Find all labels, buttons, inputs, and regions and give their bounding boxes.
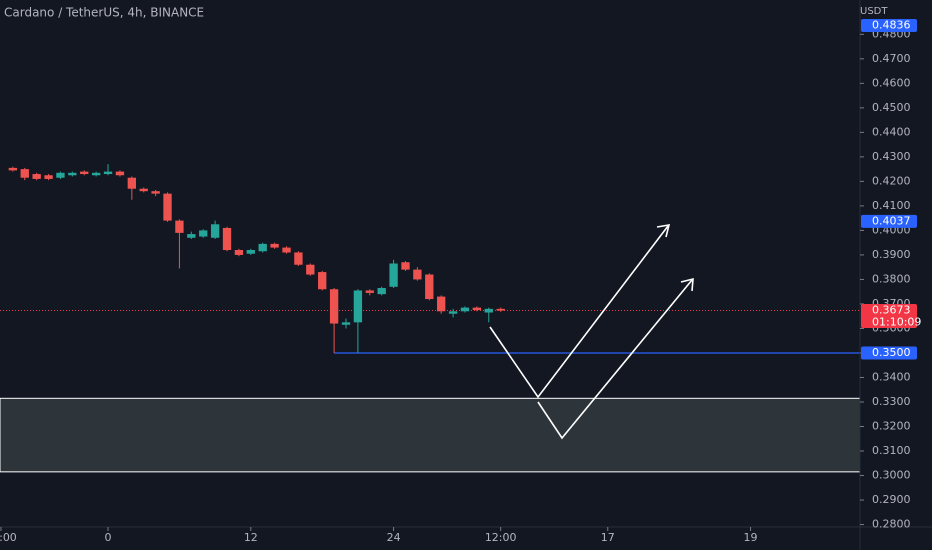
price-badge-label: 0.3500: [872, 346, 911, 359]
candle-body: [222, 227, 232, 251]
x-tick-label: 12:00: [485, 531, 517, 544]
x-tick-label: 12:00: [0, 531, 17, 544]
candle-body: [32, 174, 41, 179]
candle-body: [80, 171, 89, 175]
price-badge: [861, 346, 917, 360]
y-tick-label: 0.3900: [872, 248, 911, 261]
candle-body: [496, 308, 505, 311]
countdown-label: 01:10:09: [872, 316, 921, 329]
price-badge: [861, 214, 917, 228]
candle-body: [413, 269, 422, 280]
candle-body: [306, 264, 315, 275]
candle-body: [163, 193, 172, 221]
y-tick-label: 0.3000: [872, 469, 911, 482]
candle-body: [187, 234, 196, 238]
price-badge: [861, 18, 917, 32]
y-tick-label: 0.2900: [872, 493, 911, 506]
zone: [0, 397, 861, 473]
y-tick-label: 0.3200: [872, 420, 911, 433]
chart-title: Cardano / TetherUS, 4h, BINANCE: [4, 6, 204, 20]
candle-body: [8, 167, 18, 171]
candle-body: [377, 288, 386, 295]
candle-body: [246, 250, 255, 254]
candle-body: [103, 171, 113, 175]
currency-label: USDT: [860, 6, 888, 17]
y-tick-label: 0.3100: [872, 444, 911, 457]
candle-body: [91, 172, 101, 176]
price-badge-label: 0.4836: [872, 18, 911, 31]
candle-body: [199, 230, 208, 237]
x-tick-label: 17: [601, 531, 615, 544]
y-tick-label: 0.3300: [872, 395, 911, 408]
candle-body: [270, 243, 279, 248]
candle-body: [425, 274, 434, 300]
candle-body: [484, 308, 493, 313]
candle-body: [56, 172, 65, 178]
candle-body: [68, 172, 77, 176]
price-badge-label: 0.3673: [872, 304, 911, 317]
x-tick-label: 19: [744, 531, 758, 544]
projection-arrow: [489, 225, 669, 399]
candle-body: [365, 290, 374, 293]
y-tick-label: 0.4700: [872, 52, 911, 65]
candle-body: [437, 296, 446, 312]
candle-body: [341, 322, 351, 325]
candle-body: [210, 224, 220, 238]
y-tick-label: 0.2800: [872, 518, 911, 531]
candle-body: [115, 171, 125, 176]
y-tick-label: 0.4400: [872, 125, 911, 138]
y-tick-label: 0.4100: [872, 199, 911, 212]
candle-body: [318, 272, 327, 290]
candle-body: [175, 220, 184, 233]
y-tick-label: 0.4300: [872, 150, 911, 163]
candle-body: [127, 177, 136, 189]
candle-body: [44, 175, 53, 179]
y-tick-label: 0.4600: [872, 76, 911, 89]
candle-body: [294, 252, 303, 265]
y-tick-label: 0.4500: [872, 101, 911, 114]
drawings: [489, 224, 694, 440]
y-tick-label: 0.3400: [872, 370, 911, 383]
projection-arrow: [537, 279, 693, 440]
candle-body: [151, 191, 160, 194]
candle-body: [448, 311, 458, 314]
x-tick-label: 24: [387, 531, 401, 544]
price-badge-label: 0.4037: [872, 214, 911, 227]
y-tick-label: 0.3800: [872, 272, 911, 285]
candle-body: [389, 263, 398, 287]
candle-body: [401, 262, 410, 270]
candle-body: [472, 307, 482, 311]
candle-body: [282, 247, 291, 253]
arrow-head: [680, 277, 694, 292]
candle-body: [460, 307, 470, 312]
arrow-head: [656, 224, 671, 238]
candle-body: [20, 169, 29, 178]
x-tick-label: 0: [105, 531, 112, 544]
candle-body: [258, 243, 267, 252]
x-tick-label: 12: [244, 531, 258, 544]
candle-body: [139, 188, 148, 192]
candle-body: [329, 289, 339, 324]
candle-body: [353, 290, 363, 323]
candle-body: [234, 250, 244, 255]
plot-area: [0, 164, 861, 473]
price-badge: [861, 304, 917, 329]
y-tick-label: 0.4200: [872, 174, 911, 187]
